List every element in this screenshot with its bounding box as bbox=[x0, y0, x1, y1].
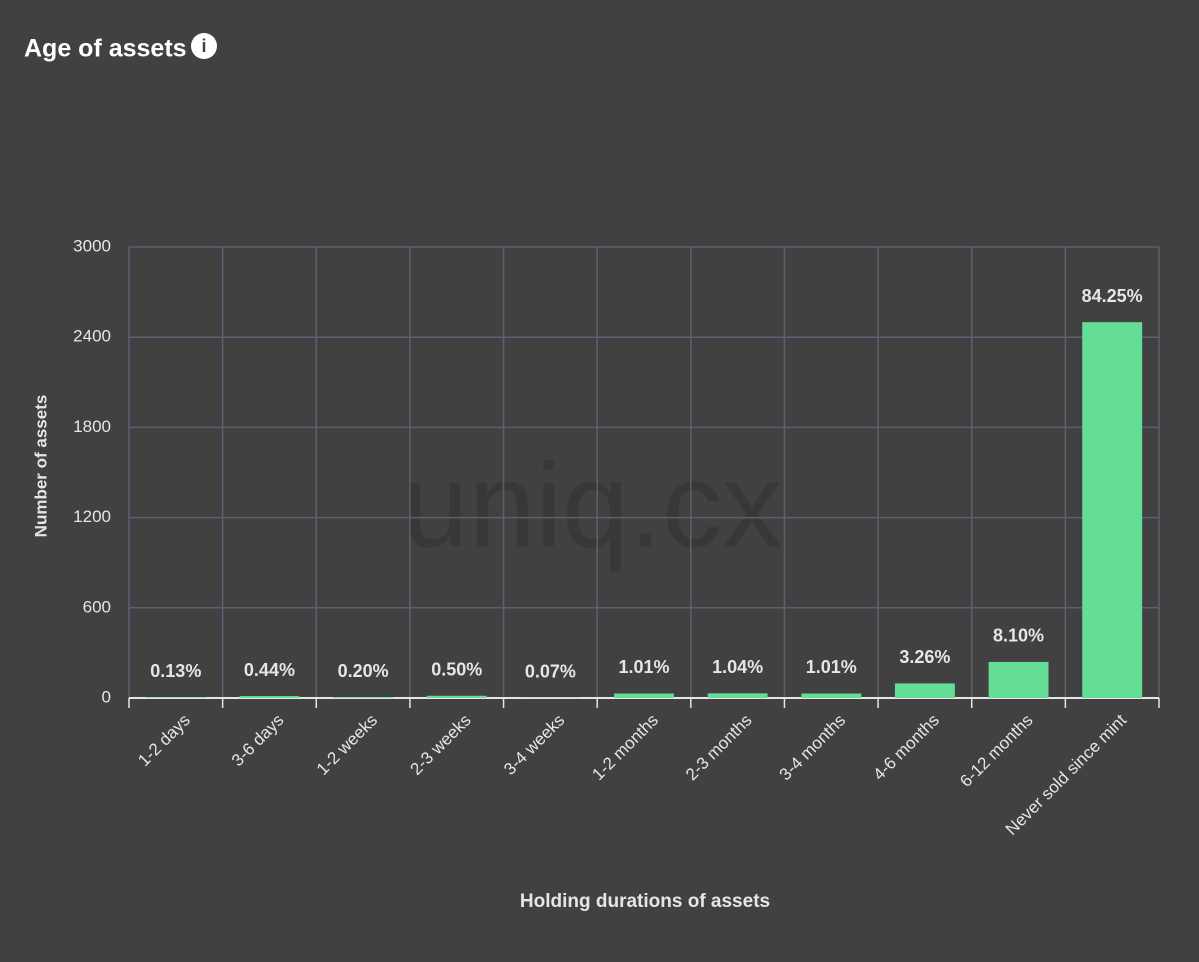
bar bbox=[988, 661, 1049, 698]
bar bbox=[614, 693, 674, 698]
y-tick-label: 3000 bbox=[73, 236, 111, 255]
bar bbox=[145, 697, 206, 698]
y-tick-label: 1200 bbox=[73, 507, 111, 526]
y-axis-title: Number of assets bbox=[31, 395, 50, 538]
y-tick-label: 0 bbox=[102, 687, 111, 706]
data-label: 84.25% bbox=[1082, 286, 1143, 306]
bar bbox=[426, 695, 487, 698]
chart-title: Age of assets bbox=[24, 35, 187, 63]
data-label: 1.01% bbox=[806, 657, 857, 677]
info-icon[interactable] bbox=[191, 33, 217, 59]
watermark: uniq.cx bbox=[402, 439, 782, 573]
data-label: 8.10% bbox=[993, 626, 1044, 646]
x-axis-title: Holding durations of assets bbox=[520, 891, 770, 912]
bar bbox=[801, 693, 862, 698]
data-label: 3.26% bbox=[899, 647, 950, 667]
bar bbox=[333, 697, 394, 698]
bar bbox=[707, 693, 768, 698]
data-label: 0.50% bbox=[431, 659, 482, 679]
data-label: 0.13% bbox=[150, 661, 201, 681]
info-icon-glyph: i bbox=[201, 36, 206, 56]
data-label: 1.01% bbox=[618, 657, 669, 677]
data-label: 0.20% bbox=[338, 661, 389, 681]
data-label: 0.07% bbox=[525, 661, 576, 681]
bar bbox=[894, 683, 955, 698]
y-tick-label: 1800 bbox=[73, 417, 111, 436]
bar bbox=[239, 696, 300, 698]
y-tick-label: 600 bbox=[83, 597, 111, 616]
data-label: 1.04% bbox=[712, 657, 763, 677]
data-label: 0.44% bbox=[244, 660, 295, 680]
y-tick-label: 2400 bbox=[73, 327, 111, 346]
bar bbox=[1082, 322, 1143, 698]
